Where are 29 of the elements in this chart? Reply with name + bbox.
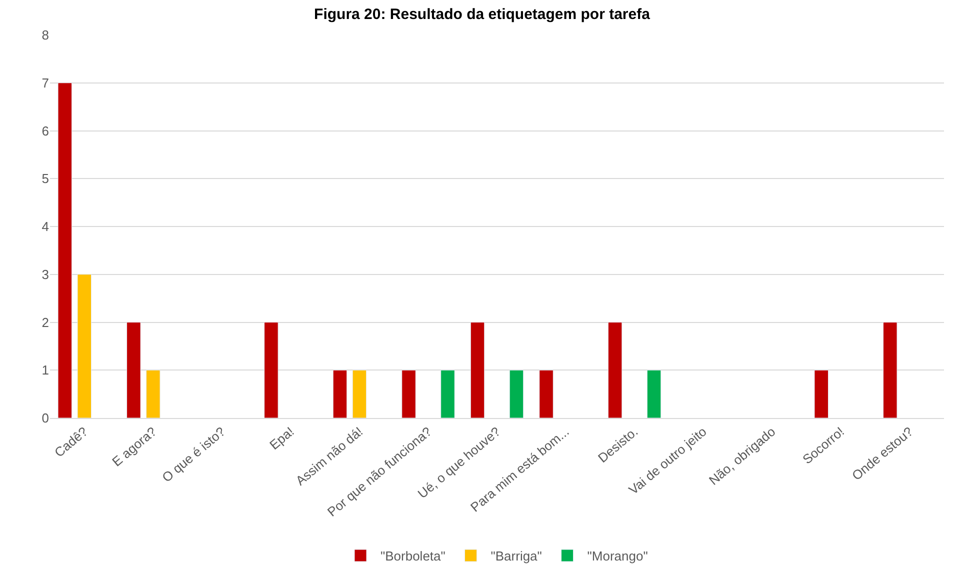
bar bbox=[77, 274, 92, 418]
bar bbox=[646, 370, 662, 418]
bar bbox=[440, 370, 455, 418]
bar bbox=[126, 322, 141, 418]
legend-label: "Barriga" bbox=[490, 548, 542, 564]
bar bbox=[608, 322, 622, 418]
bar bbox=[352, 370, 367, 418]
legend-label: "Borboleta" bbox=[380, 548, 446, 564]
y-tick-label: 4 bbox=[42, 219, 49, 234]
legend-label: "Morango" bbox=[587, 548, 648, 564]
y-tick-label: 2 bbox=[42, 314, 49, 330]
bar bbox=[883, 322, 898, 418]
y-tick-label: 0 bbox=[42, 410, 49, 426]
y-tick-label: 1 bbox=[42, 362, 49, 378]
bar bbox=[814, 370, 828, 418]
bar bbox=[470, 322, 485, 418]
bar bbox=[264, 322, 278, 418]
bar bbox=[58, 82, 72, 418]
bar bbox=[539, 370, 554, 418]
bar bbox=[332, 370, 348, 418]
y-tick-label: 5 bbox=[42, 171, 49, 186]
bar bbox=[509, 370, 524, 418]
y-tick-label: 8 bbox=[42, 28, 49, 43]
chart-title: Figura 20: Resultado da etiquetagem por tarefa bbox=[314, 6, 651, 24]
y-tick-label: 6 bbox=[42, 123, 49, 138]
y-tick-label: 3 bbox=[42, 266, 49, 282]
bar bbox=[146, 370, 160, 418]
y-tick-label: 7 bbox=[42, 75, 49, 90]
bar bbox=[402, 370, 416, 418]
